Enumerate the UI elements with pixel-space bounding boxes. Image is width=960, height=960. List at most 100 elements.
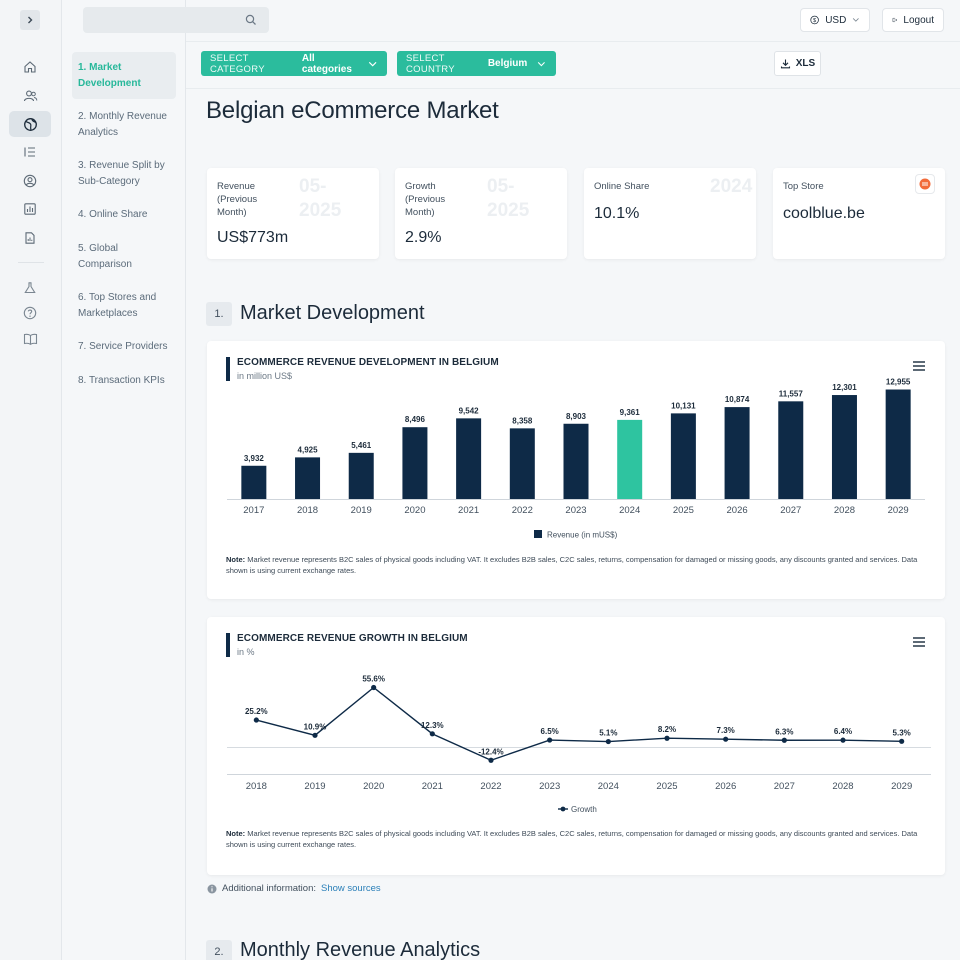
section-navigation: 1. Market Development 2. Monthly Revenue… xyxy=(62,0,186,960)
x-tick-label: 2019 xyxy=(304,781,325,792)
data-label: 11,557 xyxy=(779,389,804,398)
currency-selector[interactable]: $ USD xyxy=(800,8,870,32)
rail-users[interactable] xyxy=(9,83,51,109)
point-2022 xyxy=(488,757,494,763)
list-icon xyxy=(24,147,35,157)
chart-menu-icon[interactable] xyxy=(913,637,925,649)
point-2028 xyxy=(840,737,846,743)
page-title: Belgian eCommerce Market xyxy=(206,97,499,124)
data-label: -12.4% xyxy=(478,747,503,756)
user-circle-icon xyxy=(23,174,37,188)
data-label: 8,496 xyxy=(405,415,426,424)
section-title: Monthly Revenue Analytics xyxy=(240,939,481,960)
point-2019 xyxy=(312,732,318,738)
point-2029 xyxy=(899,738,905,744)
icon-rail xyxy=(0,0,62,960)
x-tick-label: 2025 xyxy=(656,781,677,792)
bar-2028 xyxy=(831,395,857,499)
nav-transaction-kpis[interactable]: 8. Transaction KPIs xyxy=(78,375,165,386)
nav-revenue-split[interactable]: 3. Revenue Split by Sub-Category xyxy=(78,160,165,187)
chart-menu-icon[interactable] xyxy=(913,361,925,373)
data-label: 4,925 xyxy=(298,445,319,454)
store-logo-icon[interactable] xyxy=(915,174,935,194)
search-input[interactable] xyxy=(83,7,269,33)
nav-top-stores[interactable]: 6. Top Stores and Marketplaces xyxy=(78,292,157,319)
growth-line xyxy=(256,686,902,762)
data-label: 7.3% xyxy=(717,726,735,735)
bar-2027 xyxy=(778,401,804,499)
rail-lab[interactable] xyxy=(9,275,51,301)
home-icon xyxy=(24,61,36,73)
bar-2026 xyxy=(724,407,750,499)
rail-markets[interactable] xyxy=(9,111,51,137)
export-xls-button[interactable]: XLS xyxy=(774,51,821,76)
rail-list[interactable] xyxy=(9,139,51,165)
kpi-label: Revenue (Previous Month) xyxy=(217,181,258,218)
x-tick-label: 2022 xyxy=(512,505,533,516)
chevron-down-icon xyxy=(538,61,546,66)
nav-service-providers[interactable]: 7. Service Providers xyxy=(78,341,168,352)
nav-market-development[interactable]: 1. Market Development xyxy=(72,52,176,99)
expand-sidebar-button[interactable] xyxy=(20,10,40,30)
x-tick-label: 2018 xyxy=(246,781,267,792)
nav-online-share[interactable]: 4. Online Share xyxy=(78,209,148,220)
point-2024 xyxy=(605,738,611,745)
chart-title: ECOMMERCE REVENUE GROWTH IN BELGIUM xyxy=(237,633,468,644)
kpi-card-revenue: Revenue (Previous Month) 05-2025 US$773m xyxy=(207,168,379,259)
chevron-down-icon xyxy=(368,61,377,66)
rail-documents[interactable] xyxy=(9,225,51,251)
category-filter-dropdown[interactable]: SELECT CATEGORY All categories xyxy=(201,51,387,76)
section-title: Market Development xyxy=(240,302,425,324)
additional-info-label: Additional information: xyxy=(222,883,316,894)
title-accent xyxy=(226,633,230,657)
rail-home[interactable] xyxy=(9,54,51,80)
kpi-label: Top Store xyxy=(783,181,824,192)
category-filter-value: All categories xyxy=(301,52,352,75)
data-label: 10,874 xyxy=(725,395,750,404)
kpi-value: coolblue.be xyxy=(783,205,865,222)
logout-button[interactable]: Logout xyxy=(882,8,944,32)
svg-text:$: $ xyxy=(813,18,817,24)
x-tick-label: 2027 xyxy=(780,505,801,516)
bar-2017 xyxy=(241,465,267,499)
section-number: 2. xyxy=(206,940,232,960)
x-tick-label: 2021 xyxy=(458,505,479,516)
x-tick-label: 2023 xyxy=(565,505,586,516)
book-icon xyxy=(23,333,37,345)
data-label: 12,301 xyxy=(832,383,857,392)
note-label: Note: xyxy=(226,555,246,564)
country-filter-dropdown[interactable]: SELECT COUNTRY Belgium xyxy=(397,51,556,76)
kpi-date: 05-2025 xyxy=(299,176,342,221)
download-icon xyxy=(780,59,790,69)
growth-line-chart: 25.2% 2018 10.9% 2019 55.6% 2020 12.3% 2021 -12.… xyxy=(227,675,931,814)
chevron-right-icon xyxy=(28,16,33,24)
rail-help[interactable] xyxy=(9,300,51,326)
rail-guide[interactable] xyxy=(9,326,51,352)
nav-global-comparison[interactable]: 5. Global Comparison xyxy=(78,243,132,270)
users-icon xyxy=(23,90,37,102)
show-sources-link[interactable]: Show sources xyxy=(321,883,381,894)
growth-chart-card: ECOMMERCE REVENUE GROWTH IN BELGIUM in %… xyxy=(207,617,945,875)
x-tick-label: 2024 xyxy=(598,781,619,792)
point-2027 xyxy=(781,737,787,743)
help-icon xyxy=(23,306,37,320)
data-label: 12.3% xyxy=(421,721,444,730)
kpi-card-growth: Growth (Previous Month) 05-2025 2.9% xyxy=(395,168,567,259)
country-filter-value: Belgium xyxy=(487,58,528,69)
note-text: Market revenue represents B2C sales of p… xyxy=(226,829,918,849)
kpi-date: 2024 xyxy=(710,176,753,197)
bar-2021 xyxy=(456,418,482,499)
kpi-date: 05-2025 xyxy=(487,176,530,221)
country-filter-label: SELECT COUNTRY xyxy=(406,52,455,75)
kpi-value: 2.9% xyxy=(405,229,442,246)
rail-reports[interactable] xyxy=(9,196,51,222)
kpi-card-online-share: Online Share 2024 10.1% xyxy=(584,168,756,259)
chart-note: Note: Market revenue represents B2C sale… xyxy=(226,828,926,850)
nav-monthly-revenue-analytics[interactable]: 2. Monthly Revenue Analytics xyxy=(78,111,167,138)
data-label: 12,955 xyxy=(886,378,911,387)
x-tick-label: 2028 xyxy=(834,505,855,516)
rail-profile[interactable] xyxy=(9,168,51,194)
data-label: 9,542 xyxy=(459,406,480,415)
legend-marker xyxy=(560,806,566,812)
x-tick-label: 2028 xyxy=(832,781,853,792)
